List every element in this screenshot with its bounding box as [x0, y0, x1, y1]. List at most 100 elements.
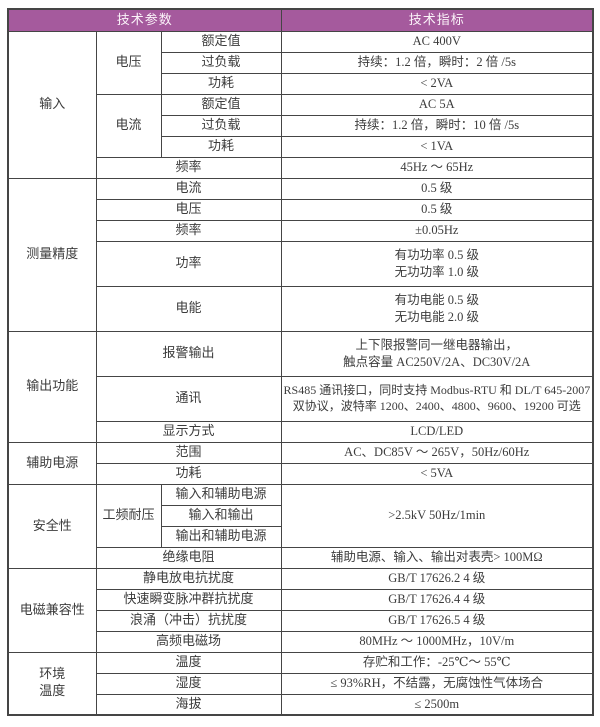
table-row: 电流 额定值 AC 5A: [8, 93, 594, 158]
param-communication: 通讯: [95, 375, 282, 422]
value-withstand-voltage: >2.5kV 50Hz/1min: [280, 483, 594, 548]
param-current-overload: 过负载: [160, 114, 282, 137]
param-accuracy-energy: 电能: [95, 285, 282, 332]
param-input-frequency: 频率: [95, 156, 282, 179]
table-row: 输出和辅助电源: [8, 525, 593, 548]
value-line: 无功电能 2.0 级: [394, 309, 479, 324]
param-withstand-voltage: 工频耐压: [95, 483, 162, 548]
param-aux-consumption: 功耗: [95, 462, 282, 485]
group-cell-input: 输入: [7, 30, 97, 179]
value-temperature: 存贮和工作：-25℃～ 55℃: [280, 651, 594, 674]
value-display-mode: LCD/LED: [280, 420, 594, 443]
param-voltage: 电压: [95, 30, 162, 95]
value-voltage-consumption: < 2VA: [280, 72, 594, 95]
param-accuracy-power: 功率: [95, 240, 282, 287]
param-surge-immunity: 浪涌（冲击）抗扰度: [95, 609, 282, 632]
value-accuracy-frequency: ±0.05Hz: [280, 219, 594, 242]
table-row: 输入和输出: [8, 504, 593, 527]
table-row: 功率 有功功率 0.5 级 无功功率 1.0 级: [8, 240, 594, 287]
param-eft-immunity: 快速瞬变脉冲群抗扰度: [95, 588, 282, 611]
param-display-mode: 显示方式: [95, 420, 282, 443]
param-alarm-output: 报警输出: [95, 330, 282, 377]
group-cell-accuracy: 测量精度: [7, 177, 97, 332]
param-rf-field: 高频电磁场: [95, 630, 282, 653]
table-row: 海拔 ≤ 2500m: [8, 693, 594, 716]
value-humidity: ≤ 93%RH，不结露，无腐蚀性气体场合: [280, 672, 594, 695]
group-label-line: 温度: [39, 683, 66, 699]
table-row: 输出功能 报警输出 上下限报警同一继电器输出， 触点容量 AC250V/2A、D…: [7, 330, 594, 443]
group-cell-safety: 安全性: [7, 483, 97, 569]
group-cell-environment: 环境 温度: [7, 651, 97, 716]
value-current-consumption: < 1VA: [280, 135, 594, 158]
param-current: 电流: [95, 93, 162, 158]
header-tech-indicators: 技术指标: [280, 8, 594, 32]
value-line: 无功功率 1.0 级: [394, 264, 479, 279]
param-withstand-input-output: 输入和输出: [160, 504, 282, 527]
value-line: 上下限报警同一继电器输出，: [355, 338, 519, 353]
param-voltage-overload: 过负载: [160, 51, 282, 74]
group-cell-aux-power: 辅助电源: [7, 441, 97, 485]
value-current-overload: 持续：1.2 倍，瞬时：10 倍 /5s: [280, 114, 594, 137]
value-line: RS485 通讯接口，同时支持 Modbus-RTU 和 DL/T 645-20…: [283, 382, 591, 397]
table-row: 电压 0.5 级: [8, 198, 594, 221]
table-row: 测量精度 电流 0.5 级: [7, 177, 594, 332]
table-row: 辅助电源 范围 AC、DC85V ～ 265V，50Hz/60Hz: [7, 441, 594, 485]
param-voltage-rated: 额定值: [160, 30, 282, 53]
value-communication: RS485 通讯接口，同时支持 Modbus-RTU 和 DL/T 645-20…: [280, 375, 594, 422]
param-humidity: 湿度: [95, 672, 282, 695]
param-accuracy-frequency: 频率: [95, 219, 282, 242]
value-current-rated: AC 5A: [280, 93, 594, 116]
value-input-frequency: 45Hz ～ 65Hz: [280, 156, 594, 179]
param-withstand-input-aux: 输入和辅助电源: [160, 483, 282, 506]
group-label-line: 环境: [39, 666, 66, 682]
value-voltage-overload: 持续：1.2 倍，瞬时：2 倍 /5s: [280, 51, 594, 74]
table-row: 浪涌（冲击）抗扰度 GB/T 17626.5 4 级: [8, 609, 594, 632]
spec-table: 技术参数 技术指标 输入 电压 额定值 AC 400V 过负载 持续：1.2 倍…: [7, 8, 595, 716]
param-accuracy-voltage: 电压: [95, 198, 282, 221]
table-row: 过负载 持续：1.2 倍，瞬时：10 倍 /5s: [8, 114, 594, 137]
value-line: 有功电能 0.5 级: [394, 293, 479, 308]
value-line: 有功功率 0.5 级: [394, 248, 479, 263]
table-row: 电磁兼容性 静电放电抗扰度 GB/T 17626.2 4 级: [7, 567, 594, 653]
value-altitude: ≤ 2500m: [280, 693, 594, 716]
value-accuracy-voltage: 0.5 级: [280, 198, 594, 221]
table-row: 安全性 工频耐压 输入和辅助电源 >2.5kV 50Hz/1min: [7, 483, 594, 569]
value-accuracy-current: 0.5 级: [280, 177, 594, 200]
param-current-rated: 额定值: [160, 93, 282, 116]
header-tech-params: 技术参数: [7, 8, 282, 32]
table-row: 湿度 ≤ 93%RH，不结露，无腐蚀性气体场合: [8, 672, 594, 695]
value-aux-consumption: < 5VA: [280, 462, 594, 485]
value-line: 触点容量 AC250V/2A、DC30V/2A: [343, 354, 531, 369]
param-current-consumption: 功耗: [160, 135, 282, 158]
table-row: 电能 有功电能 0.5 级 无功电能 2.0 级: [8, 285, 594, 332]
table-row: 高频电磁场 80MHz ～ 1000MHz，10V/m: [8, 630, 594, 653]
table-row: 输入 电压 额定值 AC 400V: [7, 30, 594, 179]
value-alarm-output: 上下限报警同一继电器输出， 触点容量 AC250V/2A、DC30V/2A: [280, 330, 594, 377]
table-row: 快速瞬变脉冲群抗扰度 GB/T 17626.4 4 级: [8, 588, 594, 611]
value-aux-range: AC、DC85V ～ 265V，50Hz/60Hz: [280, 441, 594, 464]
table-row: 功耗 < 5VA: [8, 462, 594, 485]
param-altitude: 海拔: [95, 693, 282, 716]
param-aux-range: 范围: [95, 441, 282, 464]
group-cell-output: 输出功能: [7, 330, 97, 443]
group-cell-emc: 电磁兼容性: [7, 567, 97, 653]
value-surge-immunity: GB/T 17626.5 4 级: [280, 609, 594, 632]
value-insulation-resistance: 辅助电源、输入、输出对表壳> 100MΩ: [280, 546, 594, 569]
value-eft-immunity: GB/T 17626.4 4 级: [280, 588, 594, 611]
value-line: 双协议，波特率 1200、2400、4800、9600、19200 可选: [292, 398, 581, 413]
table-row: 显示方式 LCD/LED: [8, 420, 594, 443]
value-accuracy-power: 有功功率 0.5 级 无功功率 1.0 级: [280, 240, 594, 287]
param-accuracy-current: 电流: [95, 177, 282, 200]
value-esd-immunity: GB/T 17626.2 4 级: [280, 567, 594, 590]
param-temperature: 温度: [95, 651, 282, 674]
param-withstand-output-aux: 输出和辅助电源: [160, 525, 282, 548]
table-row: 频率 ±0.05Hz: [8, 219, 594, 242]
table-row: 环境 温度 温度 存贮和工作：-25℃～ 55℃: [7, 651, 594, 716]
value-rf-field: 80MHz ～ 1000MHz，10V/m: [280, 630, 594, 653]
table-row: 绝缘电阻 辅助电源、输入、输出对表壳> 100MΩ: [8, 546, 594, 569]
param-esd-immunity: 静电放电抗扰度: [95, 567, 282, 590]
value-accuracy-energy: 有功电能 0.5 级 无功电能 2.0 级: [280, 285, 594, 332]
param-voltage-consumption: 功耗: [160, 72, 282, 95]
table-row: 通讯 RS485 通讯接口，同时支持 Modbus-RTU 和 DL/T 645…: [8, 375, 594, 422]
table-row: 频率 45Hz ～ 65Hz: [8, 156, 594, 179]
